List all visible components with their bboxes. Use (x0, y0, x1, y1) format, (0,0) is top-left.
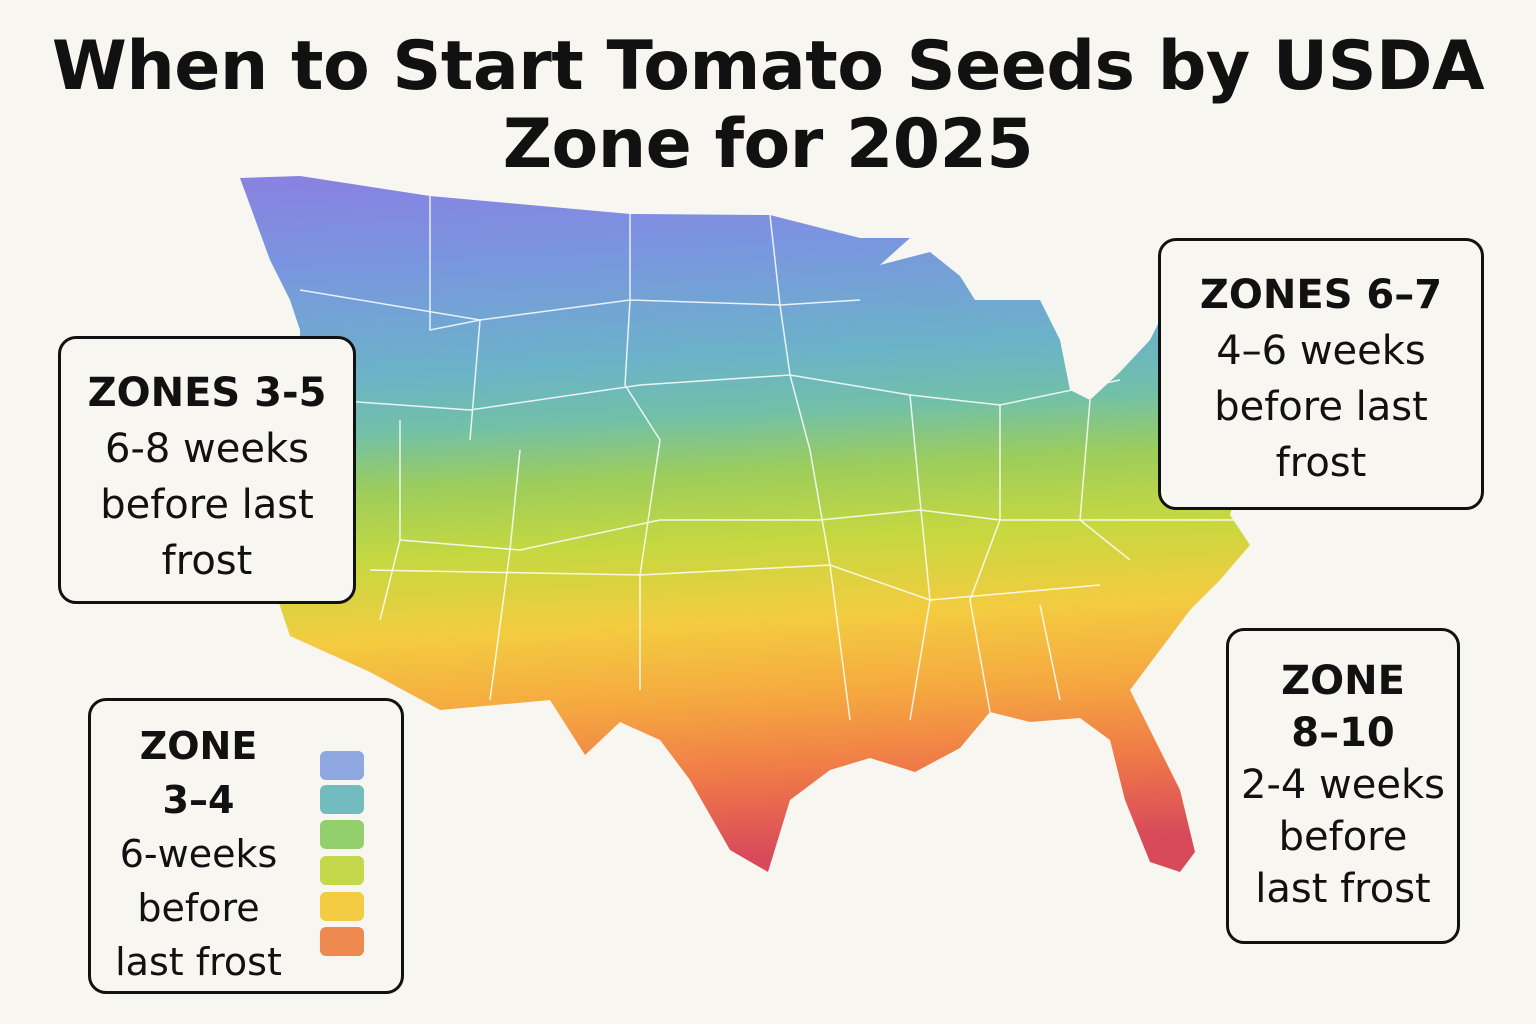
legend-swatch (320, 892, 364, 921)
legend-line: before (137, 886, 260, 930)
callout-line: before (1278, 814, 1408, 860)
callout-zones-3-5: ZONES 3-5 6-8 weeks before last frost (58, 336, 356, 604)
legend-swatch (320, 785, 364, 814)
legend-heading: ZONE (139, 724, 258, 768)
legend-swatch (320, 751, 364, 780)
state-borders (299, 195, 1240, 721)
callout-heading: ZONES 6–7 (1199, 272, 1443, 318)
legend-swatch (320, 820, 364, 849)
callout-heading: ZONES 3-5 (87, 370, 327, 416)
callout-line: 6-8 weeks (105, 426, 309, 472)
callout-line: last frost (1255, 866, 1431, 912)
title-line-2: Zone for 2025 (502, 105, 1034, 184)
legend-swatch (320, 927, 364, 956)
callout-zones-8-10: ZONE 8–10 2-4 weeks before last frost (1226, 628, 1460, 944)
callout-line: frost (161, 538, 253, 584)
legend-line: 6-weeks (119, 832, 278, 876)
callout-line: frost (1275, 440, 1367, 486)
legend-swatch (320, 856, 364, 885)
legend-line: last frost (115, 940, 282, 984)
title-line-1: When to Start Tomato Seeds by USDA (51, 27, 1485, 106)
callout-heading-range: 8–10 (1291, 710, 1395, 756)
callout-zones-6-7: ZONES 6–7 4–6 weeks before last frost (1158, 238, 1484, 510)
callout-heading: ZONE (1281, 658, 1405, 704)
page-title: When to Start Tomato Seeds by USDA Zone … (0, 28, 1536, 184)
callout-line: 4–6 weeks (1216, 328, 1426, 374)
callout-line: before last (100, 482, 314, 528)
legend-range: 3–4 (162, 778, 235, 822)
callout-line: 2-4 weeks (1241, 762, 1445, 808)
callout-line: before last (1214, 384, 1428, 430)
